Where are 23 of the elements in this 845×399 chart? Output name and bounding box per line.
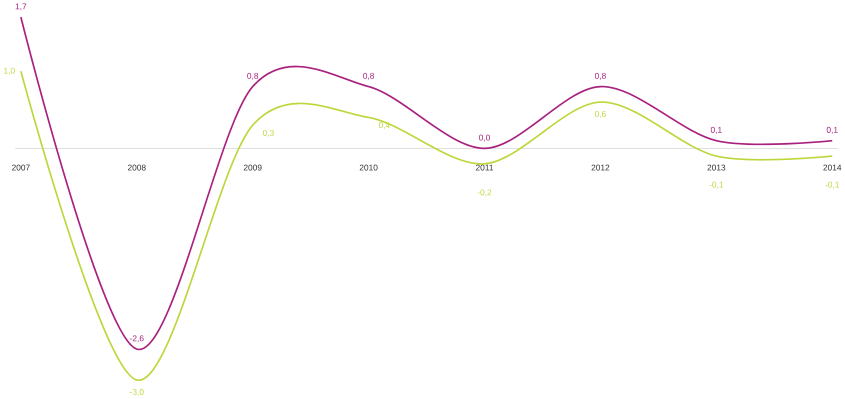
data-label: -2,6 — [130, 335, 144, 342]
x-tick-label: 2008 — [128, 164, 146, 170]
data-label: -3,0 — [130, 388, 144, 396]
data-label: -0,2 — [478, 189, 492, 196]
data-label: 0,1 — [710, 126, 722, 134]
data-label: 0,8 — [247, 72, 258, 80]
x-tick-label: 2011 — [476, 164, 494, 170]
x-tick-label: 2014 — [823, 164, 842, 170]
x-tick-label: 2013 — [707, 164, 726, 170]
data-label: -0,1 — [710, 182, 724, 188]
data-label: 0,1 — [826, 126, 838, 134]
data-label: 0,6 — [594, 110, 606, 118]
data-label: 0,8 — [594, 72, 606, 80]
x-tick-label: 2009 — [244, 164, 262, 170]
data-label: 1,0 — [4, 68, 15, 74]
data-label: 1,7 — [16, 3, 26, 10]
x-tick-label: 2010 — [360, 164, 378, 170]
x-tick-label: 2007 — [12, 164, 30, 170]
data-label: 0,3 — [262, 130, 274, 137]
x-tick-label: 2012 — [592, 164, 610, 170]
data-label: -0,1 — [825, 182, 840, 188]
data-label: 0,0 — [479, 134, 490, 142]
data-label: 0,8 — [363, 72, 374, 80]
